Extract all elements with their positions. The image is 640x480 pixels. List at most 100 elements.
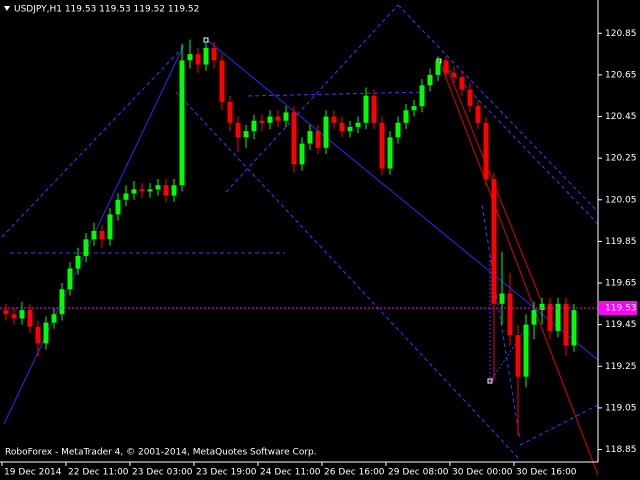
candle-body — [171, 185, 177, 196]
candle-body — [155, 185, 161, 190]
channel-line — [225, 4, 399, 193]
candle-body — [51, 314, 57, 323]
candle-body — [299, 143, 305, 165]
candle-body — [131, 189, 137, 194]
candle-body — [107, 214, 113, 240]
candle-body — [539, 303, 545, 311]
candle-body — [99, 231, 105, 240]
last-price-tag — [599, 301, 637, 315]
candle-body — [563, 303, 569, 346]
candle-body — [515, 335, 521, 377]
x-tick-label: 30 Dec 16:00 — [516, 468, 577, 478]
candle-body — [251, 120, 257, 132]
y-tick-label: 118.85 — [605, 445, 637, 455]
candle-body — [291, 112, 297, 165]
candle-body — [275, 116, 281, 121]
candle-body — [387, 137, 393, 169]
candle-body — [75, 255, 81, 269]
x-tick-label: 23 Dec 19:00 — [196, 468, 257, 478]
channel-line — [397, 4, 599, 213]
candle-body — [379, 122, 385, 169]
last-price-label: 119.53 — [605, 304, 637, 314]
y-tick-label: 119.65 — [605, 279, 637, 289]
channel-line — [519, 404, 599, 446]
candle-body — [315, 131, 321, 148]
x-tick-label: 30 Dec 00:00 — [452, 468, 513, 478]
candle-body — [411, 106, 417, 111]
candle-body — [115, 199, 121, 215]
candle-body — [43, 322, 49, 344]
candle-body — [139, 189, 145, 192]
candle-body — [3, 310, 9, 315]
candle-body — [163, 185, 169, 196]
y-tick-label: 120.25 — [605, 154, 637, 164]
candle-body — [371, 95, 377, 123]
x-tick-label: 23 Dec 03:00 — [132, 468, 193, 478]
x-tick-label: 26 Dec 16:00 — [324, 468, 385, 478]
candle-body — [283, 112, 289, 121]
candle-body — [339, 122, 345, 132]
candle-body — [459, 77, 465, 90]
y-tick-label: 120.45 — [605, 112, 637, 122]
candle-body — [19, 310, 25, 319]
anchor-marker — [487, 378, 493, 384]
y-tick-label: 119.05 — [605, 403, 637, 413]
candle-body — [235, 122, 241, 138]
red-trend-line — [439, 61, 599, 476]
candle-body — [435, 60, 441, 75]
candle-body — [395, 122, 401, 138]
trend-line — [206, 39, 599, 361]
candle-body — [187, 54, 193, 61]
level-line — [247, 91, 426, 97]
candle-body — [547, 303, 553, 331]
candle-body — [491, 178, 497, 304]
candle-body — [347, 126, 353, 132]
dropdown-icon — [4, 6, 10, 11]
candle-body — [259, 120, 265, 123]
candle-body — [363, 95, 369, 123]
candle-body — [59, 289, 65, 315]
candle-body — [147, 189, 153, 192]
candle-body — [475, 106, 481, 123]
candle-body — [35, 326, 41, 344]
y-tick-label: 120.05 — [605, 195, 637, 205]
candle-body — [403, 110, 409, 123]
candle-body — [203, 47, 209, 65]
y-tick-label: 119.45 — [605, 320, 637, 330]
y-tick-label: 119.25 — [605, 362, 637, 372]
plot — [3, 39, 577, 435]
candle-body — [67, 268, 73, 290]
candle-body — [91, 231, 97, 240]
candle-body — [11, 314, 17, 319]
candle-body — [123, 193, 129, 200]
candle-body — [483, 122, 489, 179]
candle-body — [195, 54, 201, 65]
footer: RoboForex - MetaTrader 4, © 2001-2014, M… — [5, 448, 317, 458]
chart-header: USDJPY,H1 119.53 119.53 119.52 119.52 — [14, 5, 199, 15]
candle-body — [219, 60, 225, 102]
candle-body — [427, 74, 433, 86]
candle-body — [227, 101, 233, 123]
candle-body — [83, 239, 89, 256]
y-tick-label: 119.85 — [605, 237, 637, 247]
candle-body — [419, 85, 425, 107]
candle-body — [179, 60, 185, 186]
candle-body — [27, 310, 33, 327]
candle-body — [243, 131, 249, 138]
y-tick-label: 120.65 — [605, 70, 637, 80]
x-tick-label: 24 Dec 11:00 — [260, 468, 321, 478]
channel-line — [481, 204, 521, 441]
x-tick-label: 22 Dec 11:00 — [68, 468, 129, 478]
candle-body — [531, 310, 537, 325]
candle-body — [323, 116, 329, 148]
candle-body — [267, 116, 273, 123]
y-tick-label: 120.85 — [605, 29, 637, 39]
candle-body — [307, 131, 313, 144]
candle-body — [571, 310, 577, 346]
candle-body — [499, 293, 505, 304]
x-tick-label: 19 Dec 2014 — [4, 468, 62, 478]
channel-line — [1, 43, 187, 238]
